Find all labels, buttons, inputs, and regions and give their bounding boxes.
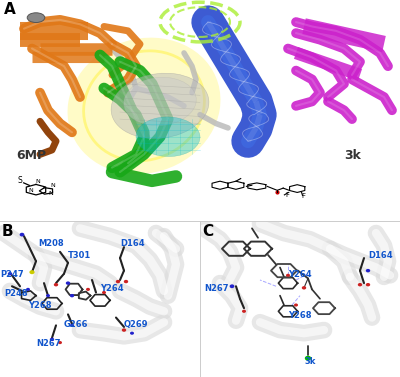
- Circle shape: [305, 356, 311, 361]
- Circle shape: [242, 310, 246, 313]
- Circle shape: [20, 233, 24, 236]
- Circle shape: [366, 283, 370, 287]
- Text: T301: T301: [68, 251, 91, 260]
- Circle shape: [286, 274, 290, 277]
- Ellipse shape: [124, 77, 196, 126]
- Text: Q269: Q269: [124, 320, 148, 329]
- Circle shape: [116, 280, 120, 283]
- Circle shape: [66, 281, 70, 285]
- Text: C: C: [202, 224, 213, 239]
- Circle shape: [8, 272, 12, 276]
- Circle shape: [366, 269, 370, 272]
- Circle shape: [30, 270, 35, 274]
- Text: Y268: Y268: [288, 311, 312, 320]
- Text: A: A: [4, 2, 16, 17]
- Text: N: N: [50, 183, 55, 188]
- Text: 3k: 3k: [304, 357, 315, 366]
- Circle shape: [54, 283, 58, 287]
- Ellipse shape: [136, 117, 200, 156]
- Circle shape: [230, 284, 234, 288]
- Text: M208: M208: [38, 239, 64, 248]
- Circle shape: [70, 324, 74, 327]
- Text: D164: D164: [368, 251, 393, 260]
- Text: Y268: Y268: [28, 301, 52, 310]
- Circle shape: [26, 288, 30, 291]
- Circle shape: [50, 338, 54, 341]
- Text: F: F: [285, 192, 289, 198]
- Text: N: N: [28, 188, 33, 193]
- Text: Y264: Y264: [100, 284, 124, 293]
- Circle shape: [358, 283, 362, 287]
- Text: N: N: [48, 191, 53, 196]
- Circle shape: [70, 294, 74, 297]
- Circle shape: [124, 280, 128, 283]
- Circle shape: [294, 303, 298, 307]
- Text: G266: G266: [64, 320, 88, 329]
- Text: 6MP: 6MP: [16, 149, 46, 162]
- Text: N267: N267: [204, 284, 228, 293]
- Text: B: B: [2, 224, 14, 239]
- Circle shape: [130, 332, 134, 335]
- Ellipse shape: [68, 38, 220, 174]
- Circle shape: [102, 291, 106, 294]
- Text: P248: P248: [4, 289, 28, 298]
- Text: D164: D164: [120, 239, 145, 248]
- Text: N: N: [36, 179, 41, 184]
- Ellipse shape: [111, 73, 209, 138]
- Circle shape: [46, 294, 50, 297]
- Circle shape: [58, 341, 62, 344]
- Text: F: F: [302, 193, 306, 199]
- Circle shape: [86, 288, 90, 291]
- Circle shape: [302, 286, 306, 290]
- Text: S: S: [18, 176, 23, 185]
- Text: P247: P247: [0, 270, 24, 279]
- Circle shape: [27, 13, 45, 23]
- Text: Y264: Y264: [288, 270, 312, 279]
- Text: 3k: 3k: [344, 149, 361, 162]
- Circle shape: [122, 328, 126, 332]
- Text: N267: N267: [36, 339, 60, 348]
